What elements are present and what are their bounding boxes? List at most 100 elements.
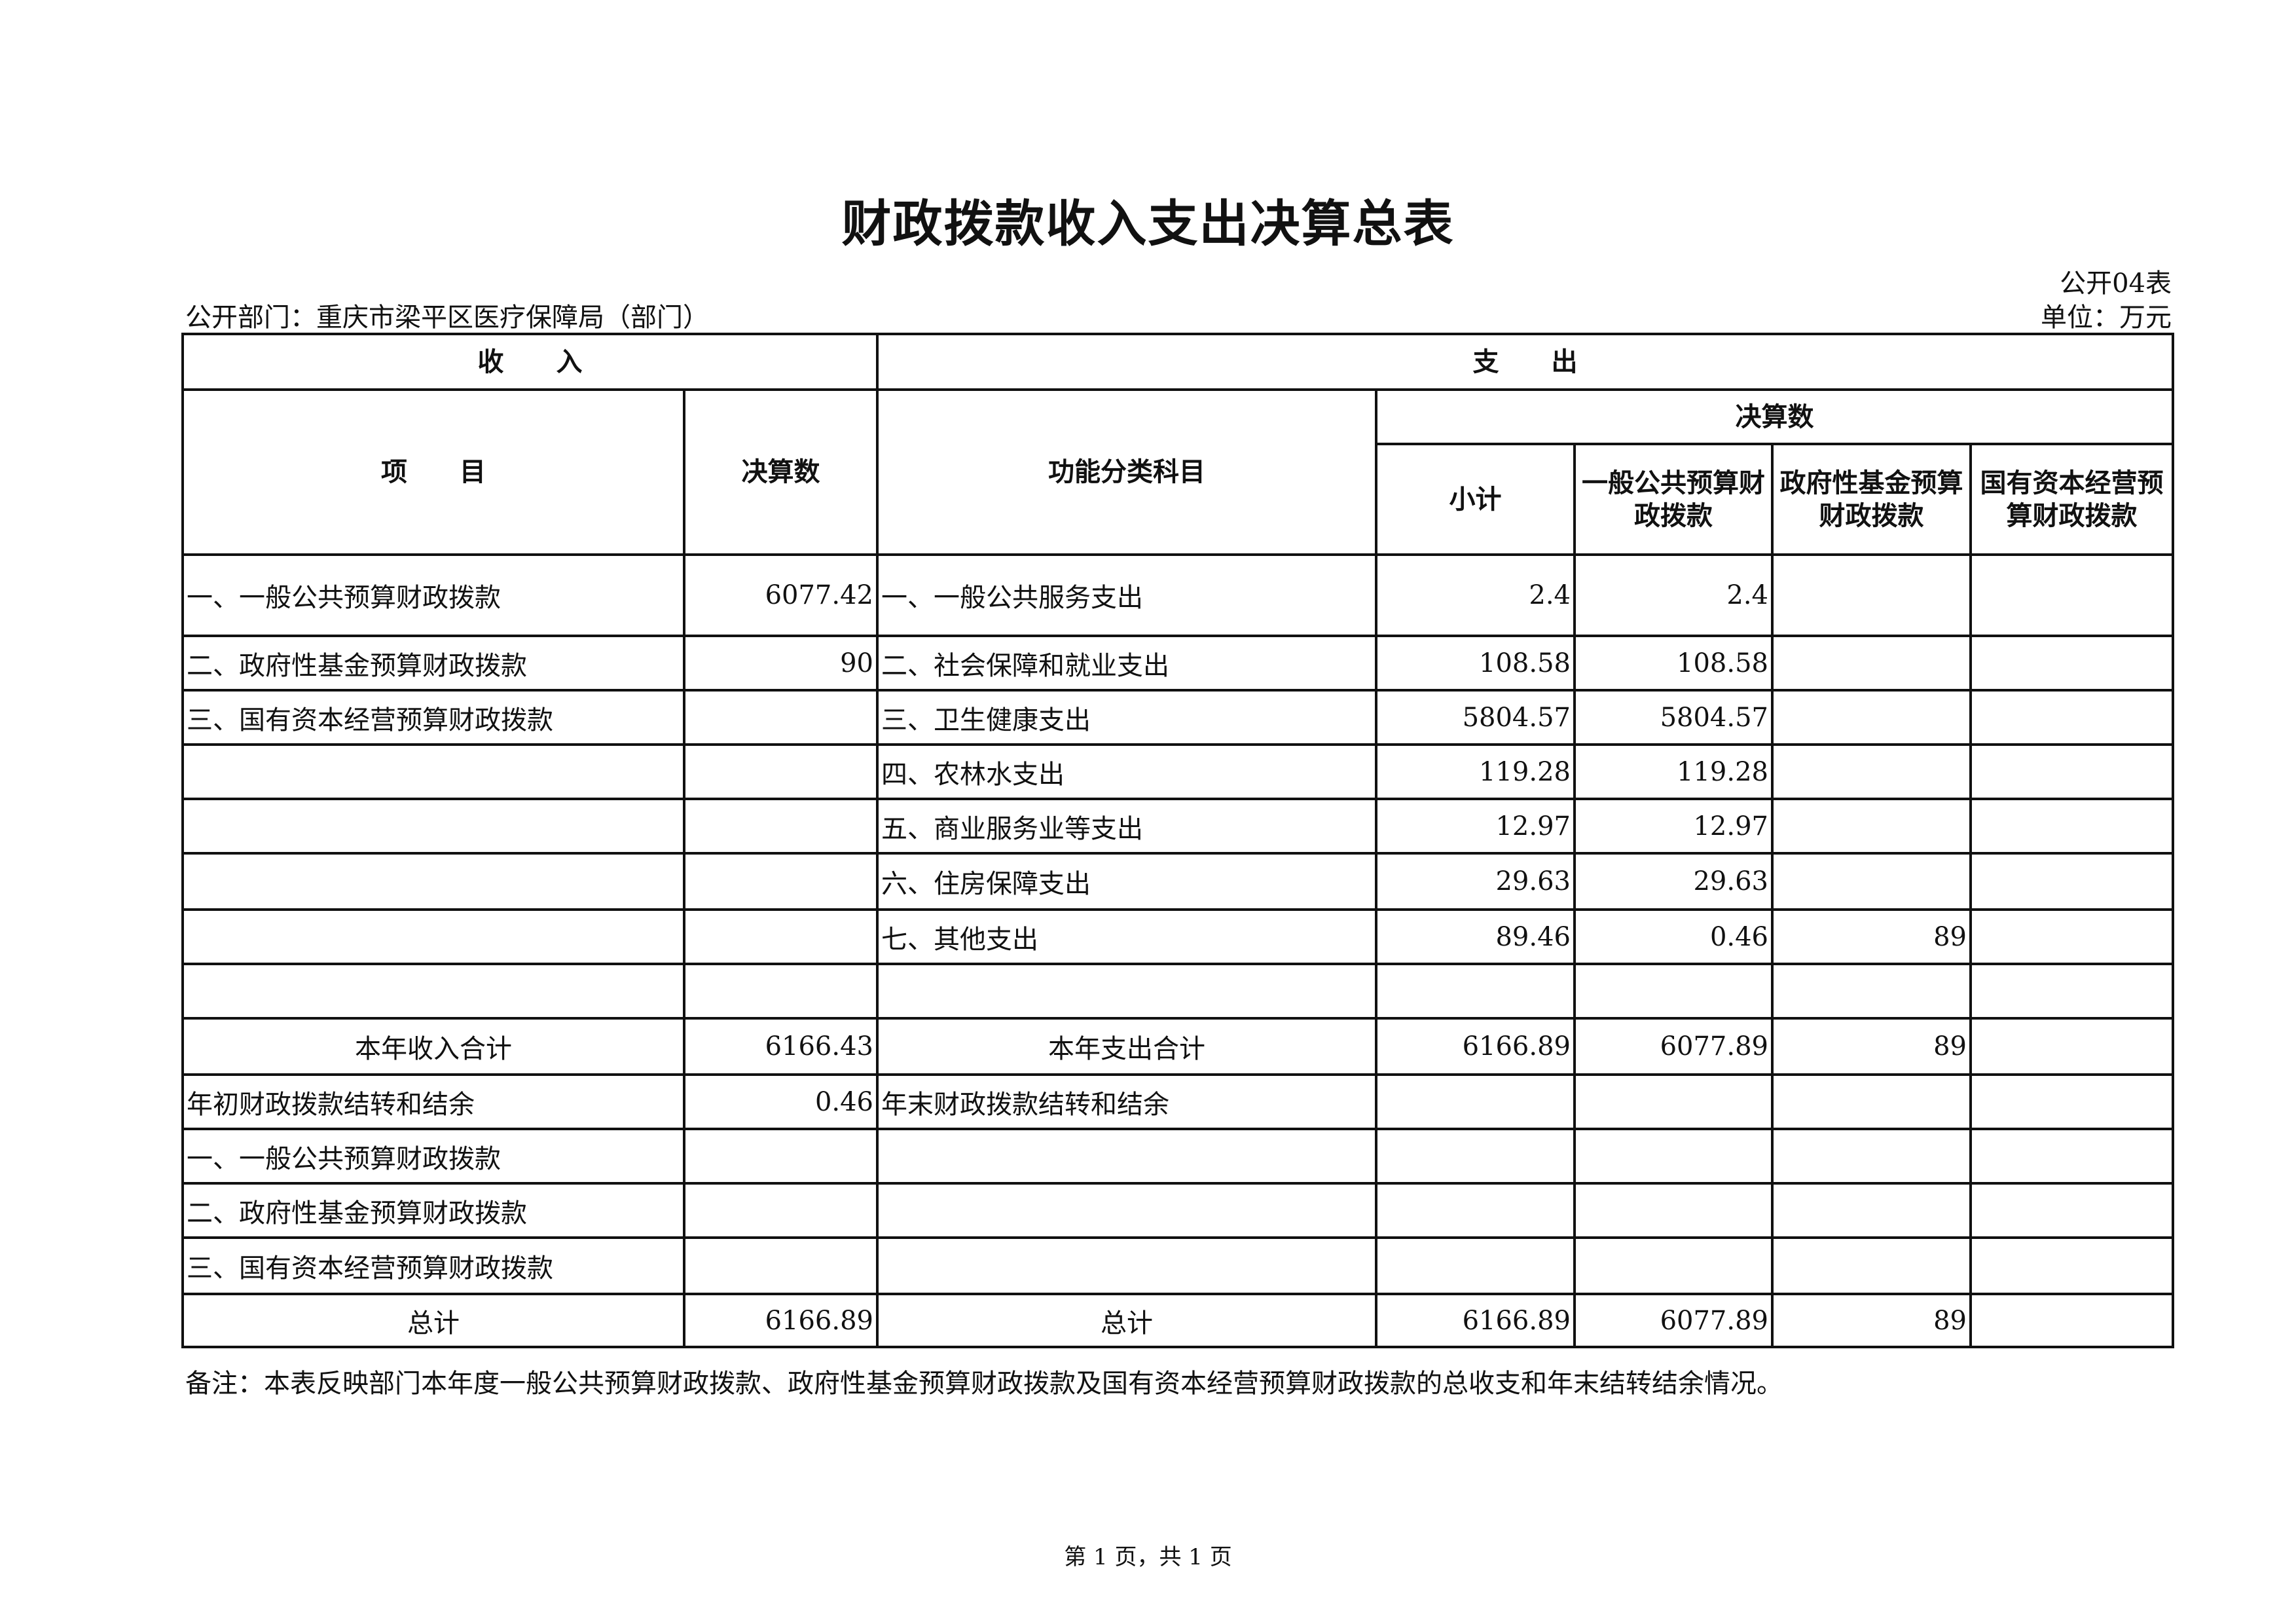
state-capital-cell bbox=[1969, 963, 2175, 1020]
general-cell bbox=[1573, 1236, 1774, 1295]
item-cell bbox=[181, 852, 685, 911]
subtotal-cell bbox=[1375, 1182, 1576, 1239]
item-cell: 一、一般公共预算财政拨款 bbox=[181, 1128, 685, 1185]
state-capital-cell bbox=[1969, 1236, 2175, 1295]
subtotal-cell: 5804.57 bbox=[1375, 689, 1576, 746]
state-capital-cell bbox=[1969, 1182, 2175, 1239]
item-cell: 一、一般公共预算财政拨款 bbox=[181, 553, 685, 637]
general-cell: 0.46 bbox=[1573, 908, 1774, 965]
subtotal-cell: 12.97 bbox=[1375, 798, 1576, 855]
income-amount-cell bbox=[683, 1128, 879, 1185]
general-cell: 6077.89 bbox=[1573, 1293, 1774, 1348]
general-cell bbox=[1573, 963, 1774, 1020]
income-amount-cell bbox=[683, 689, 879, 746]
form-code: 公开04表 bbox=[2060, 268, 2172, 299]
item-cell: 本年收入合计 bbox=[181, 1017, 685, 1076]
table-body: 一、一般公共预算财政拨款 6077.42 一、一般公共服务支出 2.4 2.4 二、政府性… bbox=[181, 553, 2175, 1348]
gov-fund-cell bbox=[1771, 1128, 1972, 1185]
gov-fund-cell bbox=[1771, 689, 1972, 746]
table-row: 五、商业服务业等支出 12.97 12.97 bbox=[181, 798, 2175, 855]
state-capital-cell bbox=[1969, 635, 2175, 692]
table-row: 本年收入合计 6166.43 本年支出合计 6166.89 6077.89 89 bbox=[181, 1017, 2175, 1076]
income-amount-cell: 6166.43 bbox=[683, 1017, 879, 1076]
state-capital-cell bbox=[1969, 1017, 2175, 1076]
item-cell bbox=[181, 798, 685, 855]
gov-fund-cell: 89 bbox=[1771, 908, 1972, 965]
item-cell: 总计 bbox=[181, 1293, 685, 1348]
subtotal-cell: 6166.89 bbox=[1375, 1293, 1576, 1348]
table-row: 一、一般公共预算财政拨款 bbox=[181, 1128, 2175, 1185]
table-row: 年初财政拨款结转和结余 0.46 年末财政拨款结转和结余 bbox=[181, 1073, 2175, 1130]
income-header: 收 入 bbox=[181, 333, 879, 391]
state-capital-header: 国有资本经营预算财政拨款 bbox=[1969, 443, 2175, 556]
gov-fund-cell bbox=[1771, 852, 1972, 911]
department-label: 公开部门：重庆市梁平区医疗保障局（部门） bbox=[185, 303, 709, 333]
item-cell bbox=[181, 743, 685, 800]
income-amount-cell bbox=[683, 908, 879, 965]
item-cell: 三、国有资本经营预算财政拨款 bbox=[181, 689, 685, 746]
gov-fund-cell bbox=[1771, 553, 1972, 637]
gov-fund-cell bbox=[1771, 743, 1972, 800]
table-row bbox=[181, 963, 2175, 1020]
item-cell: 年初财政拨款结转和结余 bbox=[181, 1073, 685, 1130]
func-category-cell: 六、住房保障支出 bbox=[876, 852, 1377, 911]
general-cell bbox=[1573, 1128, 1774, 1185]
income-amount-header: 决算数 bbox=[683, 388, 879, 556]
table-row: 一、一般公共预算财政拨款 6077.42 一、一般公共服务支出 2.4 2.4 bbox=[181, 553, 2175, 637]
subtotal-cell: 29.63 bbox=[1375, 852, 1576, 911]
gov-fund-cell bbox=[1771, 798, 1972, 855]
state-capital-cell bbox=[1969, 1073, 2175, 1130]
subtotal-cell: 2.4 bbox=[1375, 553, 1576, 637]
func-category-cell: 总计 bbox=[876, 1293, 1377, 1348]
subtotal-cell: 89.46 bbox=[1375, 908, 1576, 965]
income-amount-cell bbox=[683, 743, 879, 800]
income-amount-cell bbox=[683, 963, 879, 1020]
general-cell: 108.58 bbox=[1573, 635, 1774, 692]
table-row: 六、住房保障支出 29.63 29.63 bbox=[181, 852, 2175, 911]
page-number: 第 1 页，共 1 页 bbox=[1064, 1544, 1232, 1570]
budget-table: 收 入 支 出 项 目 决算数 功能分类科目 决算数 小计 一般公共预算财政拨款… bbox=[181, 333, 2175, 1348]
subtotal-cell: 6166.89 bbox=[1375, 1017, 1576, 1076]
subtotal-cell: 108.58 bbox=[1375, 635, 1576, 692]
expense-header: 支 出 bbox=[875, 333, 2175, 391]
gov-fund-header: 政府性基金预算财政拨款 bbox=[1771, 443, 1972, 556]
item-cell bbox=[181, 908, 685, 965]
general-cell: 6077.89 bbox=[1573, 1017, 1774, 1076]
general-header: 一般公共预算财政拨款 bbox=[1573, 443, 1774, 556]
state-capital-cell bbox=[1969, 1128, 2175, 1185]
func-category-cell bbox=[876, 1182, 1377, 1239]
table-row: 三、国有资本经营预算财政拨款 三、卫生健康支出 5804.57 5804.57 bbox=[181, 689, 2175, 746]
table-row: 七、其他支出 89.46 0.46 89 bbox=[181, 908, 2175, 965]
general-cell: 29.63 bbox=[1573, 852, 1774, 911]
item-cell: 三、国有资本经营预算财政拨款 bbox=[181, 1236, 685, 1295]
func-category-cell bbox=[876, 963, 1377, 1020]
func-category-cell: 四、农林水支出 bbox=[876, 743, 1377, 800]
func-category-cell: 年末财政拨款结转和结余 bbox=[876, 1073, 1377, 1130]
func-category-cell: 一、一般公共服务支出 bbox=[876, 553, 1377, 637]
gov-fund-cell: 89 bbox=[1771, 1017, 1972, 1076]
item-cell: 二、政府性基金预算财政拨款 bbox=[181, 635, 685, 692]
general-cell: 119.28 bbox=[1573, 743, 1774, 800]
gov-fund-cell: 89 bbox=[1771, 1293, 1972, 1348]
income-amount-cell: 6166.89 bbox=[683, 1293, 879, 1348]
item-cell: 二、政府性基金预算财政拨款 bbox=[181, 1182, 685, 1239]
gov-fund-cell bbox=[1771, 635, 1972, 692]
income-amount-cell bbox=[683, 852, 879, 911]
state-capital-cell bbox=[1969, 743, 2175, 800]
income-amount-cell bbox=[683, 1182, 879, 1239]
general-cell: 2.4 bbox=[1573, 553, 1774, 637]
subtotal-cell bbox=[1375, 1128, 1576, 1185]
state-capital-cell bbox=[1969, 852, 2175, 911]
state-capital-cell bbox=[1969, 798, 2175, 855]
table-row: 二、政府性基金预算财政拨款 90 二、社会保障和就业支出 108.58 108.58 bbox=[181, 635, 2175, 692]
income-amount-cell: 90 bbox=[683, 635, 879, 692]
income-amount-cell: 6077.42 bbox=[683, 553, 879, 637]
func-category-header: 功能分类科目 bbox=[876, 388, 1377, 556]
state-capital-cell bbox=[1969, 1293, 2175, 1348]
general-cell: 5804.57 bbox=[1573, 689, 1774, 746]
subtotal-cell bbox=[1375, 1236, 1576, 1295]
gov-fund-cell bbox=[1771, 1236, 1972, 1295]
table-row: 二、政府性基金预算财政拨款 bbox=[181, 1182, 2175, 1239]
func-category-cell: 七、其他支出 bbox=[876, 908, 1377, 965]
income-amount-cell: 0.46 bbox=[683, 1073, 879, 1130]
